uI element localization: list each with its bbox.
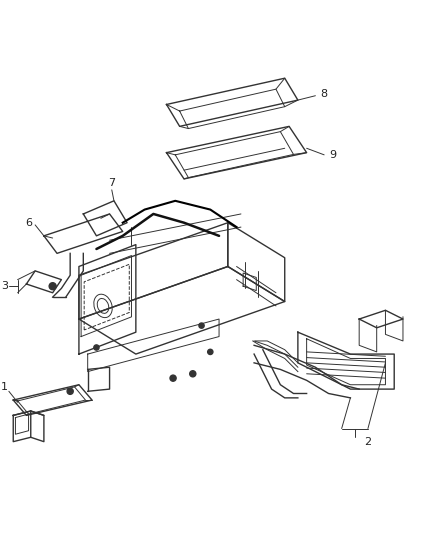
Circle shape (190, 371, 196, 377)
Circle shape (208, 349, 213, 354)
Circle shape (199, 323, 204, 328)
Circle shape (67, 388, 73, 394)
Text: 1: 1 (1, 382, 8, 392)
Text: 8: 8 (321, 88, 328, 99)
Text: 2: 2 (364, 437, 371, 447)
Text: 6: 6 (25, 217, 32, 228)
Text: 3: 3 (1, 281, 8, 291)
Circle shape (170, 375, 176, 381)
Text: 9: 9 (329, 150, 336, 160)
Circle shape (94, 345, 99, 350)
Circle shape (49, 282, 56, 290)
Text: 7: 7 (108, 179, 115, 188)
